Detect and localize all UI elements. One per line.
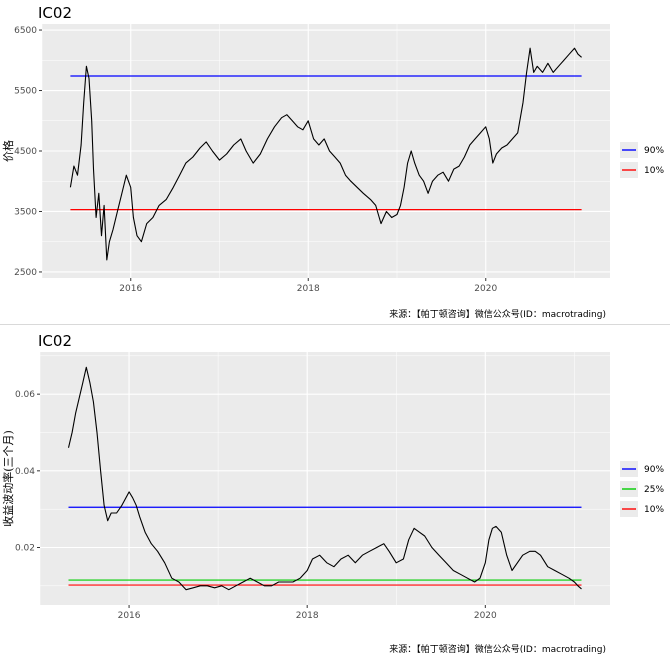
plot-panel (40, 352, 610, 605)
y-tick-label: 0.02 (15, 544, 35, 554)
x-tick-label: 2018 (296, 611, 319, 621)
y-tick-label: 0.06 (15, 390, 35, 400)
chart-title: IC02 (38, 332, 72, 350)
minor-gridlines (41, 24, 610, 278)
major-gridlines (39, 24, 610, 281)
y-tick-label: 6500 (14, 26, 37, 36)
volatility-chart-panel: IC02 0.02 0.04 0.06 2016 2018 2020 收益波动率(三个月) 90… (0, 326, 670, 658)
y-tick-label: 3500 (14, 207, 37, 217)
legend-label: 25% (644, 485, 664, 495)
y-tick-label: 4500 (14, 147, 37, 157)
y-tick-label: 0.04 (15, 467, 35, 477)
x-tick-label: 2018 (297, 284, 320, 294)
x-tick-label: 2020 (474, 284, 497, 294)
x-tick-label: 2020 (474, 611, 497, 621)
legend-label: 10% (644, 166, 664, 176)
source-note: 来源：【帕丁顿咨询】微信公众号(ID：macrotrading) (389, 643, 606, 655)
x-tick-label: 2016 (119, 284, 142, 294)
volatility-chart: IC02 0.02 0.04 0.06 2016 2018 2020 收益波动率(三个月) 90… (1, 332, 664, 655)
legend: 90% 10% (620, 142, 664, 178)
y-axis-label: 收益波动率(三个月) (1, 430, 15, 527)
series-line (69, 47, 582, 261)
price-chart: IC02 2500 3500 4500 5500 6500 2016 2018 2020 价格 90… (1, 4, 664, 320)
legend-label: 90% (644, 146, 664, 156)
chart-title: IC02 (38, 4, 72, 22)
source-note: 来源：【帕丁顿咨询】微信公众号(ID：macrotrading) (389, 308, 606, 320)
y-tick-label: 2500 (14, 268, 37, 278)
y-tick-label: 5500 (14, 87, 37, 97)
legend-label: 90% (644, 465, 664, 475)
major-gridlines (37, 352, 610, 608)
y-axis-label: 价格 (1, 140, 15, 162)
series-line (67, 366, 582, 591)
legend-label: 10% (644, 505, 664, 515)
minor-gridlines (39, 352, 610, 605)
panel-divider (0, 324, 670, 325)
price-chart-panel: IC02 2500 3500 4500 5500 6500 2016 2018 2020 价格 90… (0, 0, 670, 326)
legend: 90% 25% 10% (620, 461, 664, 517)
x-tick-label: 2016 (118, 611, 141, 621)
